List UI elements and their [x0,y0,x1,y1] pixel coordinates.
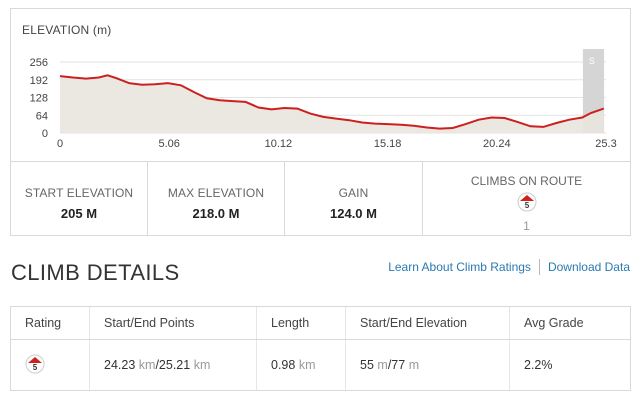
end-elevation-unit: m [408,358,420,372]
stat-label: START ELEVATION [24,186,134,200]
stat-label: CLIMBS ON ROUTE [470,174,583,188]
cell-avg-grade: 2.2% [509,339,631,391]
stat-start-elevation: START ELEVATION 205 M [11,162,148,236]
details-links: Learn About Climb Ratings Download Data [388,259,630,275]
chart-title: ELEVATION (m) [22,23,112,37]
elevation-panel: ELEVATION (m) S 0 64 128 192 256 0 5.06 10.12 1… [10,8,631,236]
x-tick-label: 25.3 [595,138,616,150]
y-tick-label: 256 [30,57,48,69]
stat-climbs-on-route: CLIMBS ON ROUTE 5 1 [423,162,630,236]
climb-rating-value: 5 [524,201,529,210]
climb-segment-label: S [589,56,595,66]
cell-start-end-elevation: 55 m/77 m [345,339,510,391]
climb-rating-icon: 5 [25,354,45,373]
climb-rating-icon[interactable]: 5 [517,192,537,217]
end-point: 25.21 [158,358,191,372]
y-tick-label: 128 [30,93,48,105]
x-tick-label: 15.18 [374,138,402,150]
y-tick-label: 0 [42,128,48,140]
x-axis-ticks: 0 5.06 10.12 15.18 20.24 25.3 [57,138,617,150]
col-rating: Rating [10,306,90,340]
link-divider [538,259,540,275]
length-unit: km [298,358,316,372]
start-elevation-unit: m [377,358,388,372]
x-tick-label: 20.24 [483,138,511,150]
col-start-end-elevation: Start/End Elevation [345,306,510,340]
elevation-line [59,74,605,130]
end-elevation: 77 [391,358,406,372]
stat-label: MAX ELEVATION [167,186,265,200]
stat-value: 205 M [60,206,98,221]
x-tick-label: 0 [57,138,63,150]
stats-row: START ELEVATION 205 M MAX ELEVATION 218.… [11,161,630,236]
climb-details-title: CLIMB DETAILS [11,260,180,285]
stat-label: GAIN [338,186,369,200]
y-tick-label: 192 [30,75,48,87]
stat-value: 218.0 M [192,206,240,221]
cell-start-end-points: 24.23 km/25.21 km [89,339,257,391]
col-avg-grade: Avg Grade [509,306,631,340]
col-length: Length [256,306,346,340]
stat-value: 124.0 M [330,206,377,221]
row-rating-value: 5 [33,363,38,372]
download-data-link[interactable]: Download Data [547,260,630,274]
table-row[interactable]: 5 24.23 km/25.21 km 0.98 km 55 m/77 m 2.… [10,339,631,391]
elevation-chart[interactable]: ELEVATION (m) S 0 64 128 192 256 0 5.06 10.12 1… [11,9,630,161]
table-header-row: Rating Start/End Points Length Start/End… [10,306,631,340]
stat-gain: GAIN 124.0 M [285,162,423,236]
elevation-area [60,75,604,133]
climbs-count: 1 [523,219,530,233]
elevation-svg[interactable]: S 0 64 128 192 256 0 5.06 10.12 15.18 20.24 25.3 [11,9,630,161]
end-point-unit: km [193,358,211,372]
start-elevation: 55 [360,358,374,372]
x-tick-label: 10.12 [265,138,293,150]
length-value: 0.98 [271,358,296,372]
start-point: 24.23 [104,358,136,372]
y-tick-label: 64 [36,110,48,122]
climb-details-table: Rating Start/End Points Length Start/End… [10,306,631,391]
cell-rating: 5 [10,339,90,391]
y-axis-ticks: 0 64 128 192 256 [30,57,48,140]
x-tick-label: 5.06 [158,138,179,150]
stat-max-elevation: MAX ELEVATION 218.0 M [148,162,285,236]
learn-climb-ratings-link[interactable]: Learn About Climb Ratings [388,260,531,274]
col-start-end-points: Start/End Points [89,306,257,340]
cell-length: 0.98 km [256,339,346,391]
start-point-unit: km [138,358,156,372]
